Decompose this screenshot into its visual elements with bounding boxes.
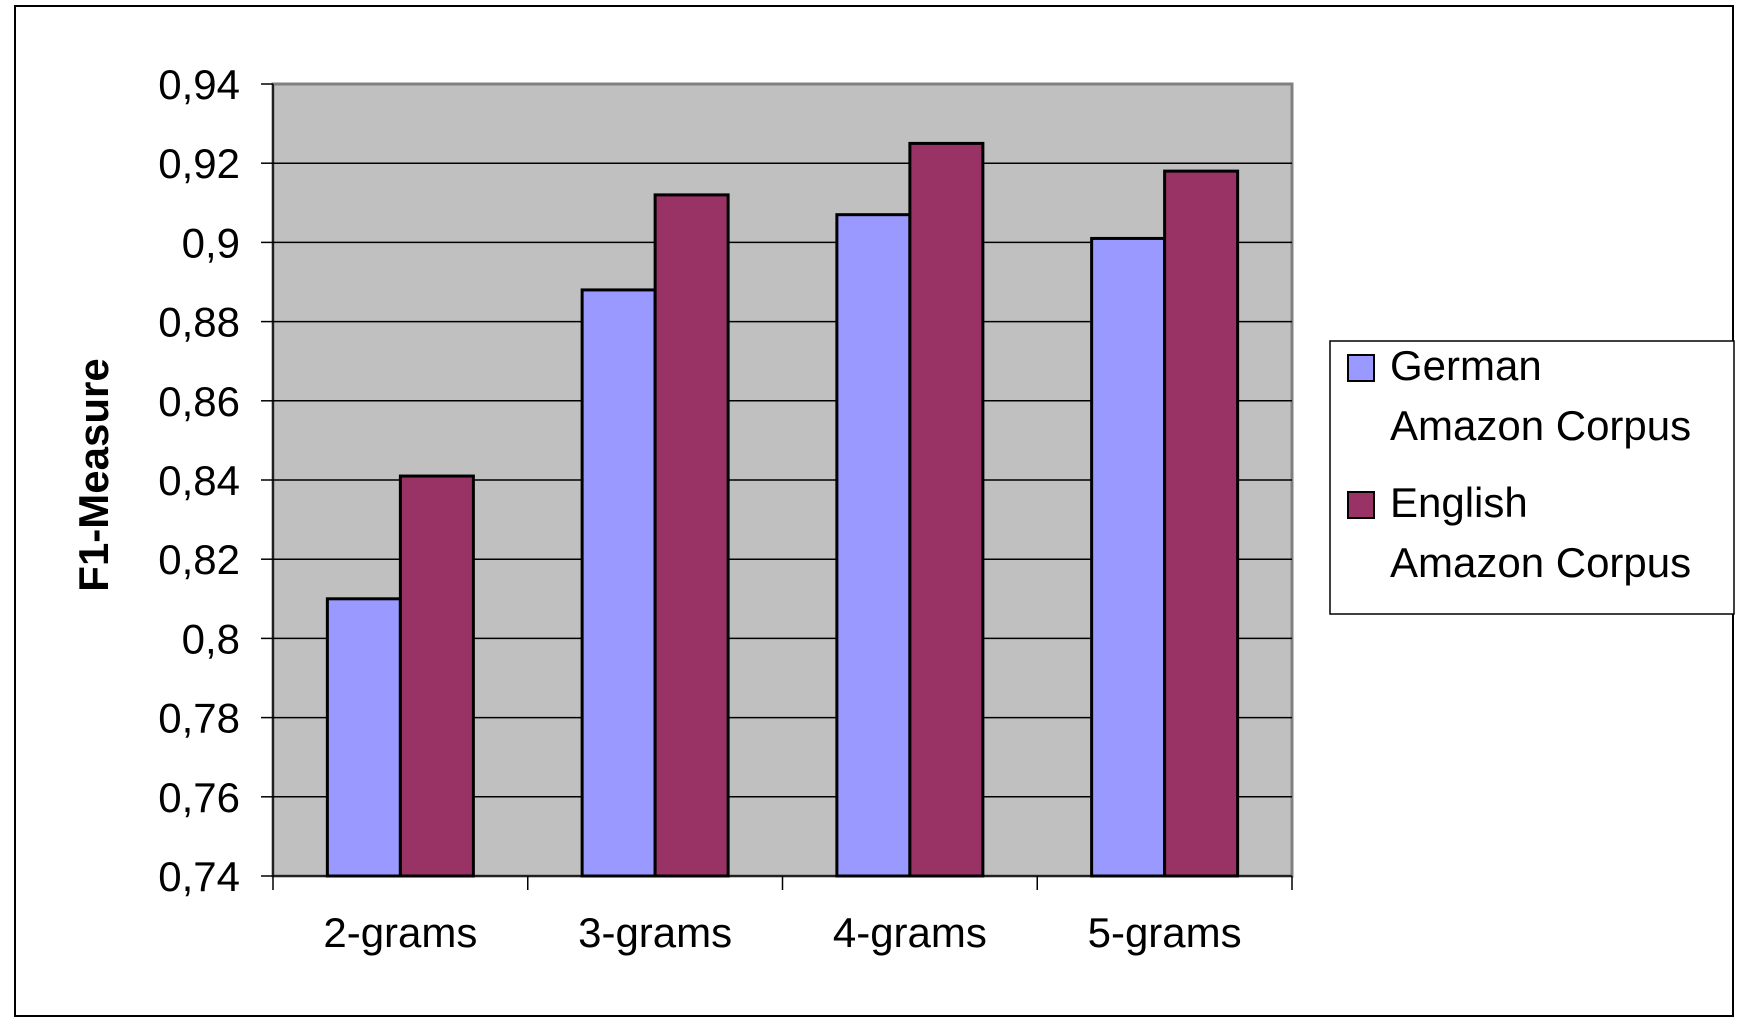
bar-english-2-grams — [398, 474, 475, 878]
y-tick-label: 0,94 — [158, 61, 240, 108]
y-tick-label: 0,82 — [158, 536, 240, 583]
bars — [325, 141, 1240, 878]
x-tick-label: 4-grams — [833, 909, 987, 956]
y-tick-label: 0,84 — [158, 457, 240, 504]
legend-label: German — [1390, 342, 1542, 389]
y-tick-label: 0,78 — [158, 695, 240, 742]
legend-swatch — [1347, 491, 1375, 519]
legend-label: Amazon Corpus — [1390, 402, 1691, 449]
bar-english-3-grams — [653, 193, 730, 878]
y-tick-label: 0,76 — [158, 774, 240, 821]
legend-label: English — [1390, 479, 1528, 526]
y-axis-title: F1-Measure — [70, 358, 117, 591]
y-tick-label: 0,9 — [182, 219, 240, 266]
bar-german-3-grams — [580, 288, 657, 878]
x-tick-label: 2-grams — [323, 909, 477, 956]
legend: German Amazon Corpus English Amazon Corpus — [1329, 340, 1735, 615]
y-tick-label: 0,92 — [158, 140, 240, 187]
legend-label: Amazon Corpus — [1390, 539, 1691, 586]
legend-swatch — [1347, 354, 1375, 382]
y-tick-label: 0,74 — [158, 853, 240, 900]
legend-box — [1329, 340, 1735, 615]
y-tick-label: 0,86 — [158, 378, 240, 425]
axes: 0,74 0,76 0,78 0,8 0,82 0,84 0,86 0,88 0,9 0,92 0,… — [158, 61, 1293, 956]
y-tick-label: 0,88 — [158, 299, 240, 346]
bar-english-4-grams — [908, 141, 985, 878]
x-tick-label: 5-grams — [1088, 909, 1242, 956]
x-tick-label: 3-grams — [578, 909, 732, 956]
bar-english-5-grams — [1163, 169, 1240, 878]
bar-german-4-grams — [835, 213, 912, 878]
bar-german-5-grams — [1090, 236, 1167, 878]
bar-german-2-grams — [325, 597, 402, 878]
y-tick-label: 0,8 — [182, 615, 240, 662]
